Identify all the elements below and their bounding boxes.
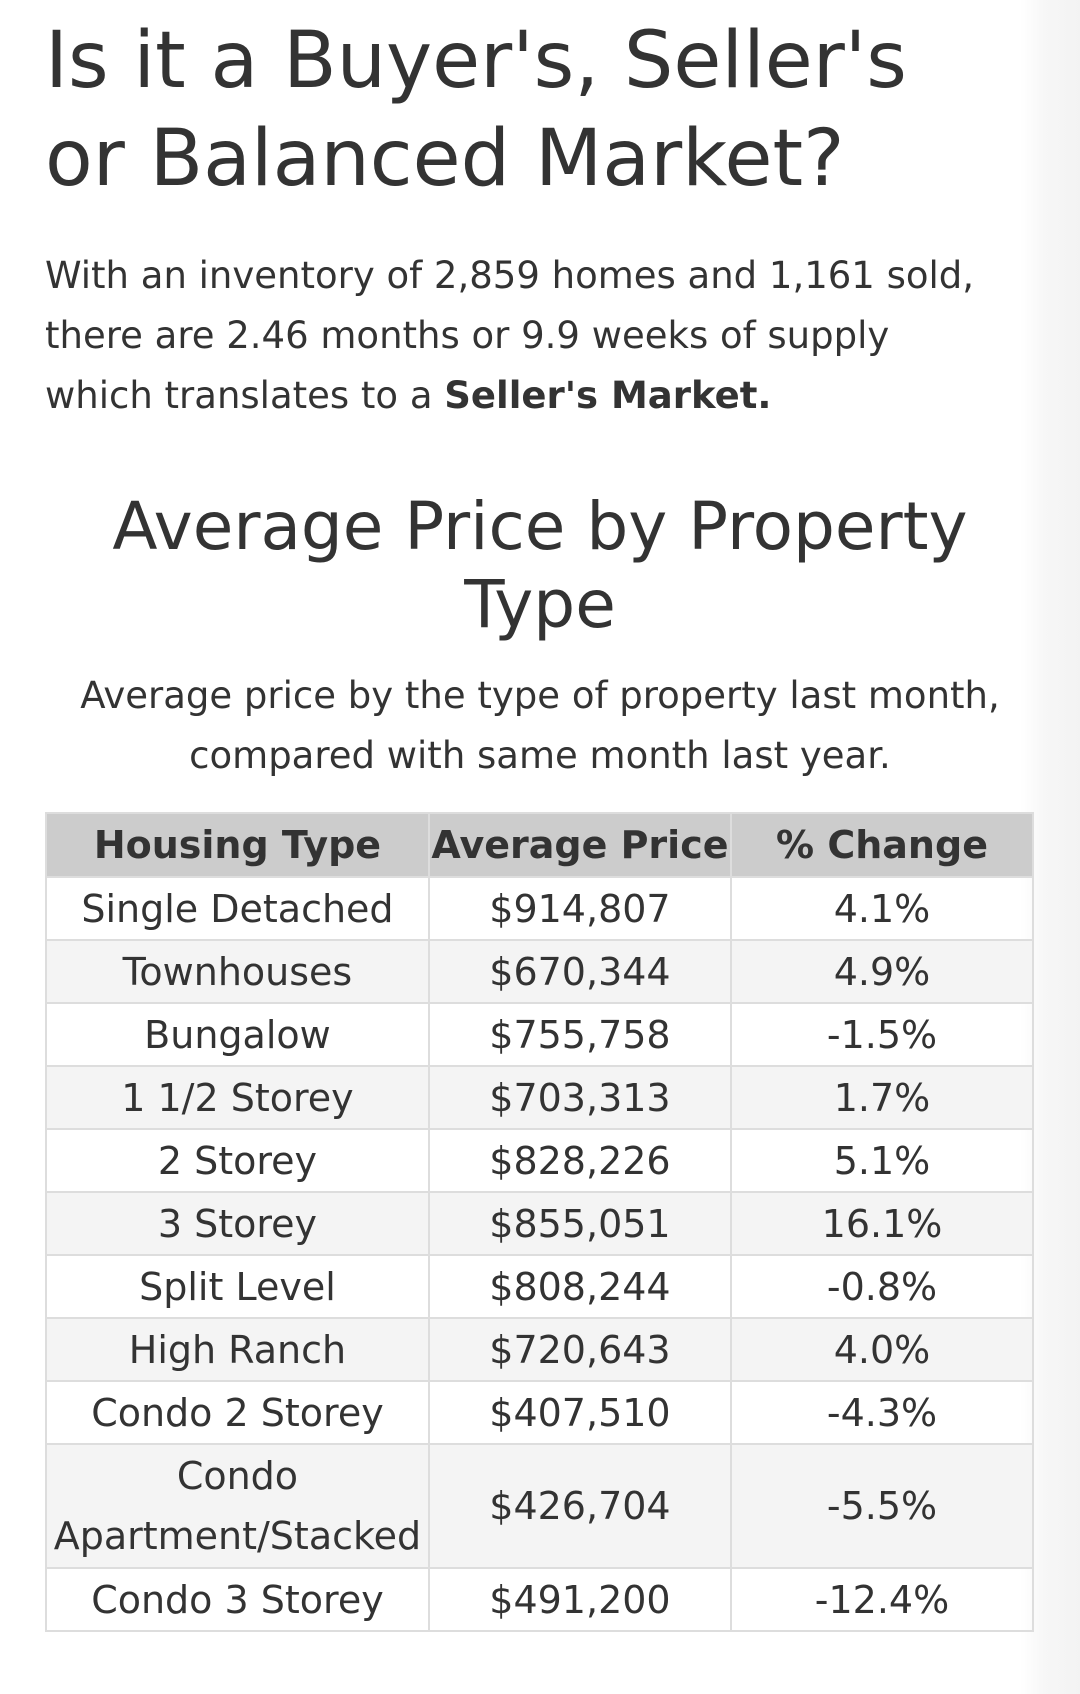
housing-type-cell: 3 Storey xyxy=(45,1191,430,1256)
table-row: Split Level $808,244 -0.8% xyxy=(45,1254,1034,1319)
header-percent-change: % Change xyxy=(730,812,1034,878)
page-title-line-1: Is it a Buyer's, Seller's xyxy=(45,16,907,106)
market-summary-line-2: there are 2.46 months or 9.9 weeks of su… xyxy=(45,314,890,357)
header-average-price: Average Price xyxy=(427,812,733,878)
percent-change-cell: 4.1% xyxy=(730,876,1034,941)
percent-change-cell: -4.3% xyxy=(730,1380,1034,1445)
percent-change-cell: 4.9% xyxy=(730,939,1034,1004)
percent-change-cell: 4.0% xyxy=(730,1317,1034,1382)
market-summary-line-3: which translates to a Seller's Market. xyxy=(45,366,1035,426)
table-row: 1 1/2 Storey $703,313 1.7% xyxy=(45,1065,1034,1130)
housing-type-cell: 2 Storey xyxy=(45,1128,430,1193)
average-price-cell: $828,226 xyxy=(427,1128,733,1193)
table-row: Townhouses $670,344 4.9% xyxy=(45,939,1034,1004)
section-subtitle-line-2: compared with same month last year. xyxy=(189,734,891,777)
price-table: Housing Type Average Price % Change Sing… xyxy=(45,812,1034,1632)
article-content: Is it a Buyer's, Seller's or Balanced Ma… xyxy=(45,0,1035,786)
percent-change-cell: -0.8% xyxy=(730,1254,1034,1319)
percent-change-cell: -5.5% xyxy=(730,1443,1034,1569)
housing-type-cell: Single Detached xyxy=(45,876,430,941)
table-row: Condo 2 Storey $407,510 -4.3% xyxy=(45,1380,1034,1445)
table-header-row: Housing Type Average Price % Change xyxy=(45,812,1034,878)
section-title-line-1: Average Price by Property xyxy=(112,488,968,565)
housing-type-cell: High Ranch xyxy=(45,1317,430,1382)
market-verdict: Seller's Market. xyxy=(444,374,772,417)
section-subtitle-line-1: Average price by the type of property la… xyxy=(80,674,1000,717)
average-price-cell: $808,244 xyxy=(427,1254,733,1319)
section-title-line-2: Type xyxy=(464,566,616,643)
table-row: Bungalow $755,758 -1.5% xyxy=(45,1002,1034,1067)
table-row: Condo 3 Storey $491,200 -12.4% xyxy=(45,1567,1034,1632)
market-summary: With an inventory of 2,859 homes and 1,1… xyxy=(45,246,1035,426)
housing-type-cell: 1 1/2 Storey xyxy=(45,1065,430,1130)
housing-type-cell: Condo Apartment/Stacked xyxy=(45,1443,430,1569)
housing-type-cell: Condo 3 Storey xyxy=(45,1567,430,1632)
percent-change-cell: 5.1% xyxy=(730,1128,1034,1193)
market-summary-prefix: which translates to a xyxy=(45,374,445,417)
section-title: Average Price by Property Type xyxy=(45,488,1035,644)
market-summary-line-1: With an inventory of 2,859 homes and 1,1… xyxy=(45,254,975,297)
housing-type-cell: Split Level xyxy=(45,1254,430,1319)
average-price-cell: $670,344 xyxy=(427,939,733,1004)
housing-type-cell: Bungalow xyxy=(45,1002,430,1067)
percent-change-cell: 16.1% xyxy=(730,1191,1034,1256)
header-housing-type: Housing Type xyxy=(45,812,430,878)
average-price-cell: $491,200 xyxy=(427,1567,733,1632)
average-price-cell: $914,807 xyxy=(427,876,733,941)
table-row: Single Detached $914,807 4.1% xyxy=(45,876,1034,941)
average-price-cell: $755,758 xyxy=(427,1002,733,1067)
percent-change-cell: -1.5% xyxy=(730,1002,1034,1067)
table-row: 2 Storey $828,226 5.1% xyxy=(45,1128,1034,1193)
average-price-cell: $407,510 xyxy=(427,1380,733,1445)
section-subtitle: Average price by the type of property la… xyxy=(45,666,1035,786)
table-row: High Ranch $720,643 4.0% xyxy=(45,1317,1034,1382)
housing-type-cell: Condo 2 Storey xyxy=(45,1380,430,1445)
average-price-cell: $703,313 xyxy=(427,1065,733,1130)
page-title-line-2: or Balanced Market? xyxy=(45,114,845,204)
housing-type-cell: Townhouses xyxy=(45,939,430,1004)
average-price-cell: $720,643 xyxy=(427,1317,733,1382)
page-title: Is it a Buyer's, Seller's or Balanced Ma… xyxy=(45,12,1035,208)
table-row: Condo Apartment/Stacked $426,704 -5.5% xyxy=(45,1443,1034,1569)
percent-change-cell: -12.4% xyxy=(730,1567,1034,1632)
average-price-cell: $855,051 xyxy=(427,1191,733,1256)
average-price-cell: $426,704 xyxy=(427,1443,733,1569)
percent-change-cell: 1.7% xyxy=(730,1065,1034,1130)
table-row: 3 Storey $855,051 16.1% xyxy=(45,1191,1034,1256)
